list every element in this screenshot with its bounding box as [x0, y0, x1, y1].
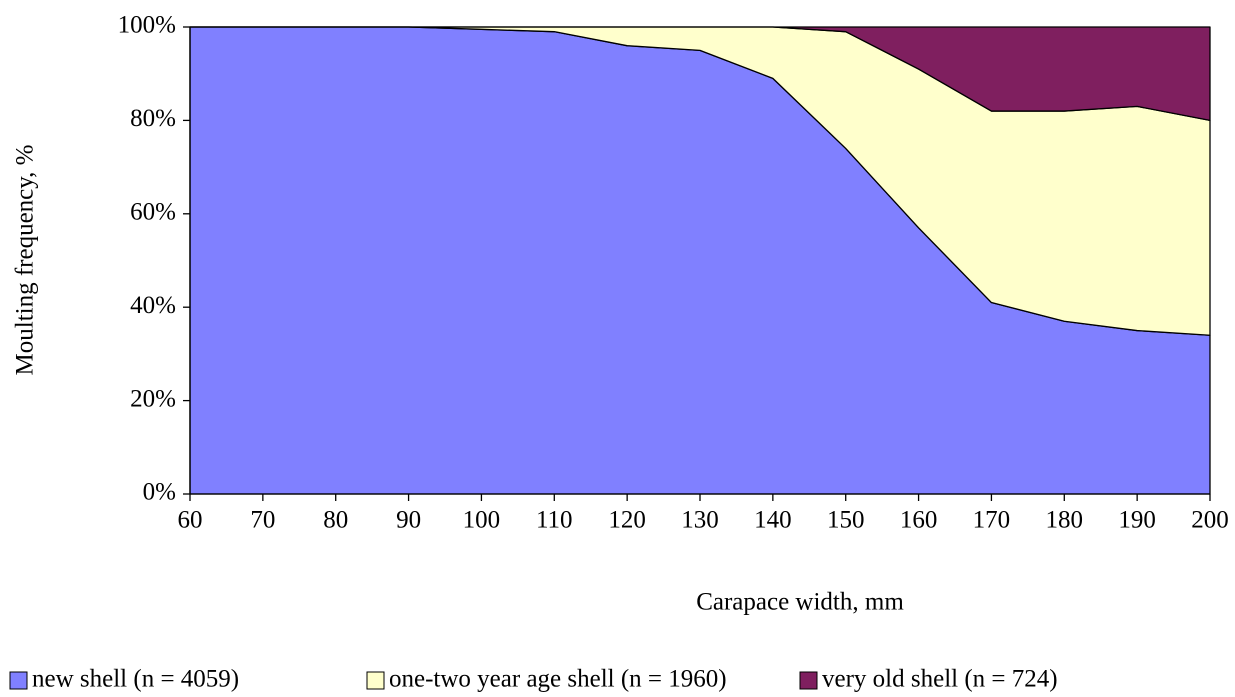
legend-swatch [9, 671, 28, 690]
x-tick-label: 90 [396, 507, 421, 534]
x-tick-label: 80 [323, 507, 348, 534]
x-tick-label: 180 [1046, 507, 1084, 534]
x-tick-label: 100 [463, 507, 501, 534]
x-tick-label: 60 [178, 507, 203, 534]
x-tick-label: 150 [827, 507, 865, 534]
x-tick-label: 120 [608, 507, 646, 534]
legend-label: very old shell (n = 724) [822, 666, 1058, 693]
legend-label: new shell (n = 4059) [32, 666, 239, 693]
legend-swatch [799, 671, 818, 690]
y-tick-label: 100% [118, 12, 176, 39]
y-tick-label: 0% [143, 479, 176, 506]
legend-label: one-two year age shell (n = 1960) [389, 666, 727, 693]
x-tick-label: 170 [973, 507, 1011, 534]
x-tick-label: 130 [681, 507, 719, 534]
x-tick-label: 200 [1191, 507, 1229, 534]
area [189, 26, 1211, 122]
y-tick-label: 80% [130, 105, 176, 132]
x-tick-label: 160 [900, 507, 938, 534]
x-axis-title: Carapace width, mm [696, 589, 904, 616]
legend-swatch [366, 671, 385, 690]
x-tick-label: 70 [250, 507, 275, 534]
x-tick-label: 140 [754, 507, 792, 534]
y-tick-label: 20% [130, 385, 176, 412]
y-tick-label: 40% [130, 292, 176, 319]
y-axis-title: Moulting frequency, % [12, 145, 39, 376]
x-tick-label: 190 [1118, 507, 1156, 534]
y-tick-label: 60% [130, 199, 176, 226]
x-tick-label: 110 [536, 507, 573, 534]
